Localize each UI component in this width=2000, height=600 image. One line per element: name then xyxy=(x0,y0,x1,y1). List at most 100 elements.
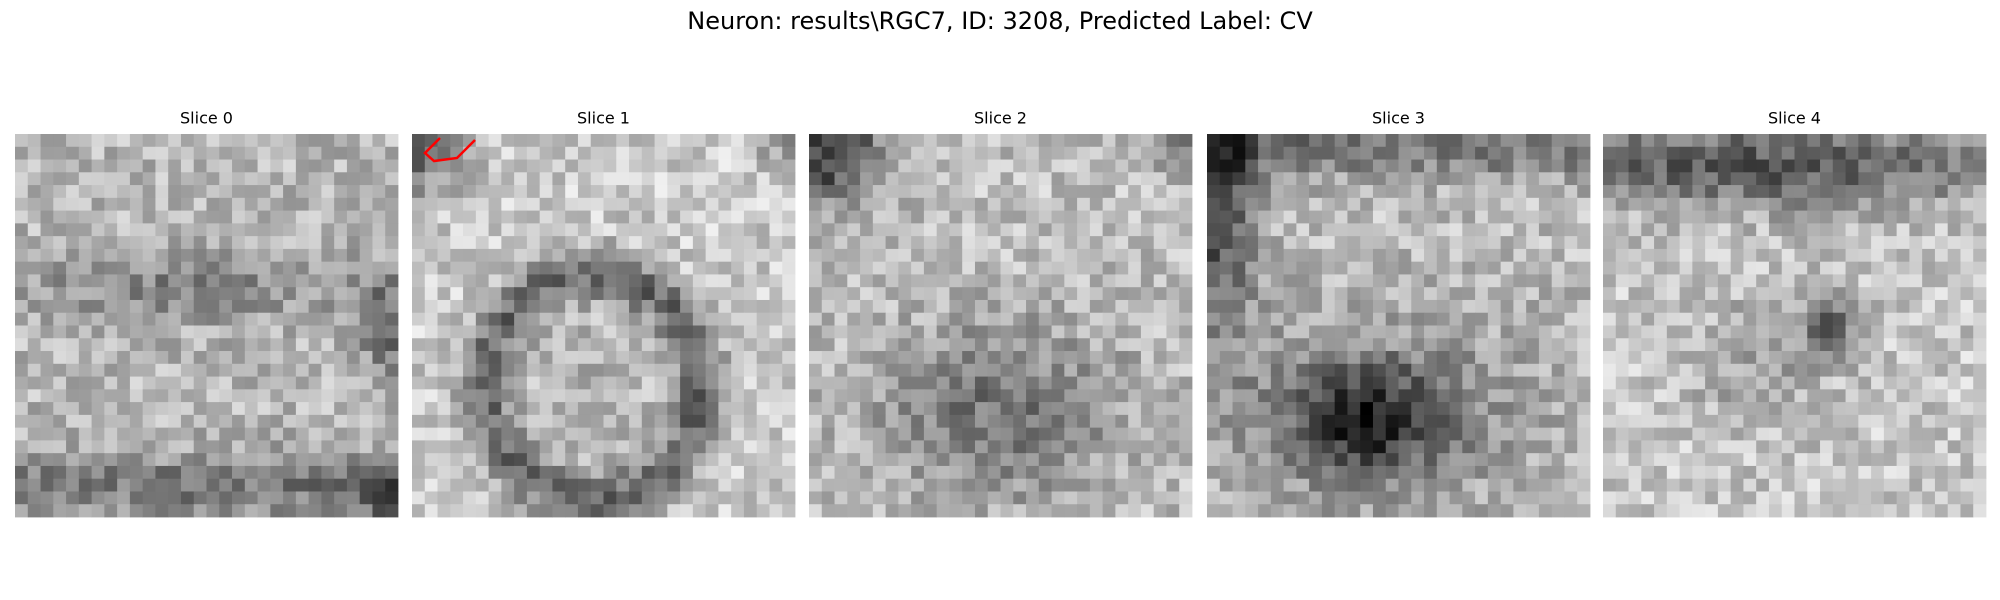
pixel xyxy=(1166,402,1180,416)
pixel xyxy=(1820,312,1834,326)
pixel xyxy=(782,504,796,518)
pixel xyxy=(565,197,579,211)
pixel xyxy=(590,312,604,326)
pixel xyxy=(1064,159,1078,173)
pixel xyxy=(692,453,707,467)
pixel xyxy=(769,389,783,403)
pixel xyxy=(974,427,989,441)
pixel xyxy=(1115,312,1129,326)
pixel xyxy=(1845,325,1859,339)
pixel xyxy=(1615,287,1629,301)
pixel xyxy=(346,287,361,301)
pixel xyxy=(514,453,528,467)
pixel xyxy=(53,287,67,301)
pixel xyxy=(705,146,719,160)
pixel xyxy=(552,363,566,377)
pixel xyxy=(501,465,515,480)
pixel xyxy=(974,465,989,480)
pixel xyxy=(756,185,770,199)
pixel xyxy=(1947,351,1961,365)
pixel xyxy=(283,325,297,339)
pixel xyxy=(385,159,399,173)
pixel xyxy=(1705,210,1719,224)
pixel xyxy=(1730,146,1744,160)
pixel xyxy=(1641,312,1655,326)
pixel xyxy=(1871,478,1885,492)
pixel xyxy=(911,351,925,365)
pixel xyxy=(782,351,796,365)
pixel xyxy=(1475,504,1489,518)
pixel xyxy=(155,172,169,186)
pixel xyxy=(1603,478,1617,492)
pixel xyxy=(1372,440,1387,454)
pixel xyxy=(270,325,284,339)
pixel xyxy=(1896,465,1910,480)
pixel xyxy=(117,325,131,339)
pixel xyxy=(667,414,681,429)
pixel xyxy=(1347,351,1361,365)
pixel xyxy=(705,325,719,339)
pixel xyxy=(321,351,335,365)
pixel xyxy=(577,325,592,339)
pixel xyxy=(1245,504,1259,518)
pixel xyxy=(654,146,668,160)
pixel xyxy=(346,159,361,173)
pixel xyxy=(283,427,297,441)
pixel xyxy=(847,376,861,390)
pixel xyxy=(782,287,796,301)
pixel xyxy=(1756,223,1770,237)
pixel xyxy=(40,491,54,505)
pixel xyxy=(987,427,1001,441)
pixel xyxy=(1321,376,1336,390)
pixel xyxy=(603,223,617,237)
pixel xyxy=(641,338,655,352)
pixel xyxy=(78,478,92,492)
pixel xyxy=(385,465,399,480)
pixel xyxy=(1309,185,1323,199)
pixel xyxy=(898,402,912,416)
pixel xyxy=(193,465,207,480)
pixel xyxy=(1909,287,1923,301)
pixel xyxy=(629,261,643,275)
pixel xyxy=(1500,427,1514,441)
pixel xyxy=(1347,210,1361,224)
pixel xyxy=(565,312,579,326)
pixel xyxy=(1077,351,1091,365)
pixel xyxy=(321,427,335,441)
pixel xyxy=(1064,312,1078,326)
pixel xyxy=(1845,159,1859,173)
pixel xyxy=(1026,274,1040,288)
pixel xyxy=(1666,338,1680,352)
pixel xyxy=(680,172,694,186)
pixel xyxy=(949,236,963,250)
pixel xyxy=(987,274,1001,288)
pixel xyxy=(1283,363,1297,377)
pixel xyxy=(1038,274,1052,288)
pixel xyxy=(809,210,823,224)
pixel xyxy=(577,299,592,314)
pixel xyxy=(1258,491,1272,505)
pixel xyxy=(1743,223,1757,237)
pixel xyxy=(1883,261,1898,275)
pixel xyxy=(616,504,630,518)
pixel xyxy=(1858,261,1872,275)
pixel xyxy=(1115,504,1129,518)
pixel xyxy=(359,197,373,211)
pixel xyxy=(180,287,195,301)
pixel xyxy=(308,453,322,467)
pixel xyxy=(283,261,297,275)
pixel xyxy=(1140,236,1155,250)
pixel xyxy=(1077,427,1091,441)
pixel xyxy=(680,478,694,492)
pixel xyxy=(1820,389,1834,403)
pixel xyxy=(1641,440,1655,454)
pixel xyxy=(1424,504,1438,518)
pixel xyxy=(1832,210,1846,224)
pixel xyxy=(437,389,451,403)
pixel xyxy=(552,236,566,250)
pixel xyxy=(1077,210,1091,224)
pixel xyxy=(1513,312,1527,326)
pixel xyxy=(142,338,156,352)
pixel xyxy=(911,478,925,492)
pixel xyxy=(1385,172,1399,186)
